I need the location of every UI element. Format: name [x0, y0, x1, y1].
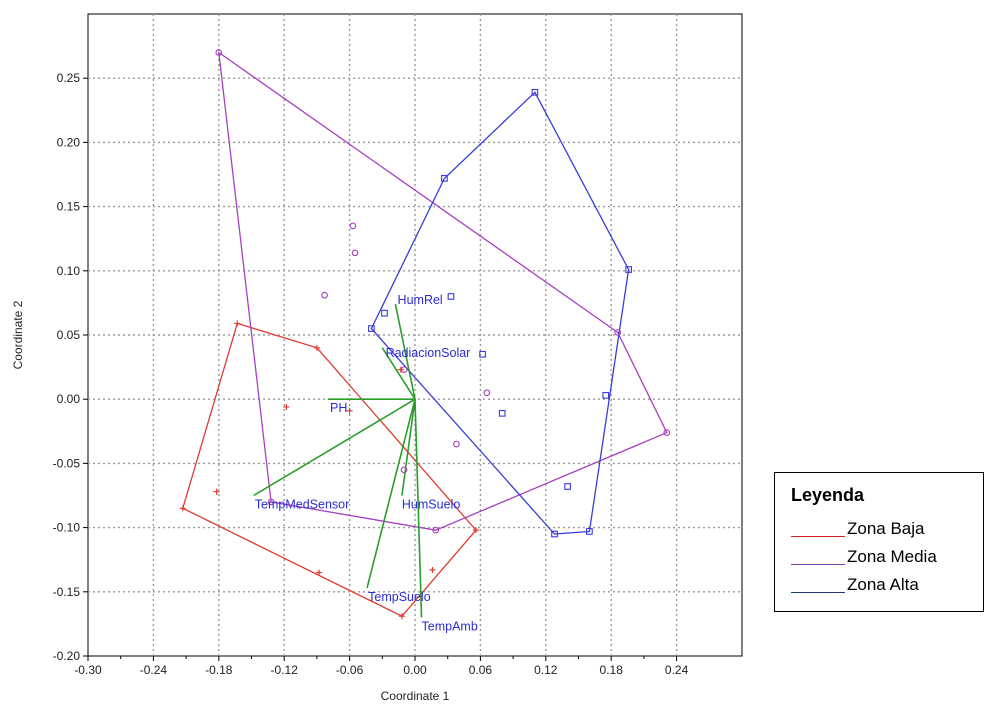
- point-zona-media: [453, 440, 460, 448]
- y-tick-label: 0.10: [57, 264, 81, 278]
- point-zona-baja: [398, 613, 405, 620]
- legend: Leyenda Zona Baja Zona Media Zona Alta: [774, 472, 984, 612]
- y-axis-label: Coordinate 2: [11, 300, 25, 369]
- biplot-vector-tempamb: [414, 399, 423, 618]
- point-zona-baja: [234, 320, 241, 327]
- legend-swatch-zona-baja: [791, 536, 845, 537]
- x-tick-label: -0.30: [74, 663, 102, 677]
- biplot-vector-tempmedsensor: [253, 398, 416, 497]
- point-zona-media: [351, 249, 359, 257]
- legend-swatch-zona-alta: [791, 592, 845, 593]
- legend-item-zona-media: Zona Media: [791, 547, 981, 571]
- x-tick-label: 0.12: [534, 663, 558, 677]
- y-tick-label: -0.20: [53, 649, 81, 663]
- point-zona-alta: [441, 175, 448, 182]
- point-zona-alta: [381, 309, 388, 317]
- hull-zona-alta: [370, 91, 630, 535]
- biplot-vector-radiacionsolar: [381, 347, 416, 400]
- point-zona-baja: [313, 344, 320, 351]
- x-tick-label: -0.24: [140, 663, 168, 677]
- x-tick-label: -0.06: [336, 663, 364, 677]
- x-tick-label: 0.00: [403, 663, 427, 677]
- biplot-label-tempmedsensor: TempMedSensor: [255, 497, 350, 511]
- point-zona-alta: [625, 266, 632, 273]
- point-zona-alta: [602, 391, 610, 399]
- point-zona-media: [215, 49, 223, 56]
- point-zona-media: [483, 389, 491, 397]
- biplot-label-humsuelo: HumSuelo: [402, 497, 460, 511]
- x-tick-label: 0.18: [600, 663, 624, 677]
- point-zona-baja: [179, 505, 186, 512]
- y-tick-label: 0.25: [57, 71, 81, 85]
- point-zona-media: [349, 222, 357, 230]
- biplot-label-tempamb: TempAmb: [422, 619, 478, 633]
- point-zona-alta: [586, 528, 593, 535]
- point-zona-alta: [447, 293, 455, 300]
- biplot-vector-humrel: [394, 304, 416, 400]
- biplot-vector-humsuelo: [401, 399, 416, 496]
- point-zona-media: [432, 526, 440, 534]
- biplot-label-humrel: HumRel: [398, 293, 443, 307]
- point-zona-alta: [551, 530, 558, 538]
- point-zona-alta: [368, 325, 375, 332]
- point-zona-media: [400, 466, 408, 474]
- legend-item-zona-baja: Zona Baja: [791, 519, 981, 543]
- y-tick-label: 0.15: [57, 200, 81, 214]
- point-zona-baja: [473, 527, 480, 534]
- point-zona-alta: [564, 483, 571, 490]
- point-zona-baja: [346, 407, 353, 414]
- series-zona-alta: [368, 88, 632, 538]
- y-tick-label: 0.05: [57, 328, 81, 342]
- point-zona-media: [614, 329, 622, 336]
- legend-swatch-zona-media: [791, 564, 845, 565]
- series-zona-media: [215, 49, 671, 534]
- legend-label-zona-media: Zona Media: [847, 547, 937, 566]
- biplot-label-radiacionsolar: RadiacionSolar: [386, 346, 471, 360]
- biplot-label-ph: PH: [330, 401, 347, 415]
- biplot-label-tempsuelo: TempSuelo: [368, 590, 431, 604]
- hull-zona-media: [217, 51, 668, 531]
- x-tick-label: 0.24: [665, 663, 689, 677]
- point-zona-baja: [316, 569, 323, 576]
- point-zona-media: [267, 498, 275, 506]
- y-tick-label: -0.05: [53, 456, 81, 470]
- y-tick-label: 0.00: [57, 392, 81, 406]
- biplot-vector-tempsuelo: [366, 399, 416, 589]
- hull-zona-baja: [182, 322, 477, 618]
- x-axis-label: Coordinate 1: [381, 689, 450, 703]
- point-zona-baja: [213, 488, 220, 495]
- point-zona-baja: [429, 566, 436, 573]
- point-zona-baja: [283, 403, 290, 410]
- point-zona-media: [321, 291, 328, 299]
- point-zona-media: [400, 366, 408, 374]
- legend-title: Leyenda: [791, 485, 865, 505]
- y-tick-label: -0.10: [53, 521, 81, 535]
- point-zona-media: [663, 429, 671, 436]
- legend-item-zona-alta: Zona Alta: [791, 575, 981, 599]
- x-tick-label: -0.18: [205, 663, 233, 677]
- legend-label-zona-alta: Zona Alta: [847, 575, 919, 594]
- pcoa-biplot: -0.30 -0.24 -0.18 -0.12 -0.06 0.00 0.06 0.12 0.1…: [11, 13, 743, 703]
- x-tick-label: 0.06: [469, 663, 493, 677]
- y-tick-label: 0.20: [57, 135, 81, 149]
- point-zona-alta: [531, 88, 539, 96]
- point-zona-alta: [498, 409, 506, 417]
- legend-label-zona-baja: Zona Baja: [847, 519, 925, 538]
- point-zona-alta: [479, 350, 486, 358]
- x-tick-label: -0.12: [271, 663, 299, 677]
- y-tick-label: -0.15: [53, 585, 81, 599]
